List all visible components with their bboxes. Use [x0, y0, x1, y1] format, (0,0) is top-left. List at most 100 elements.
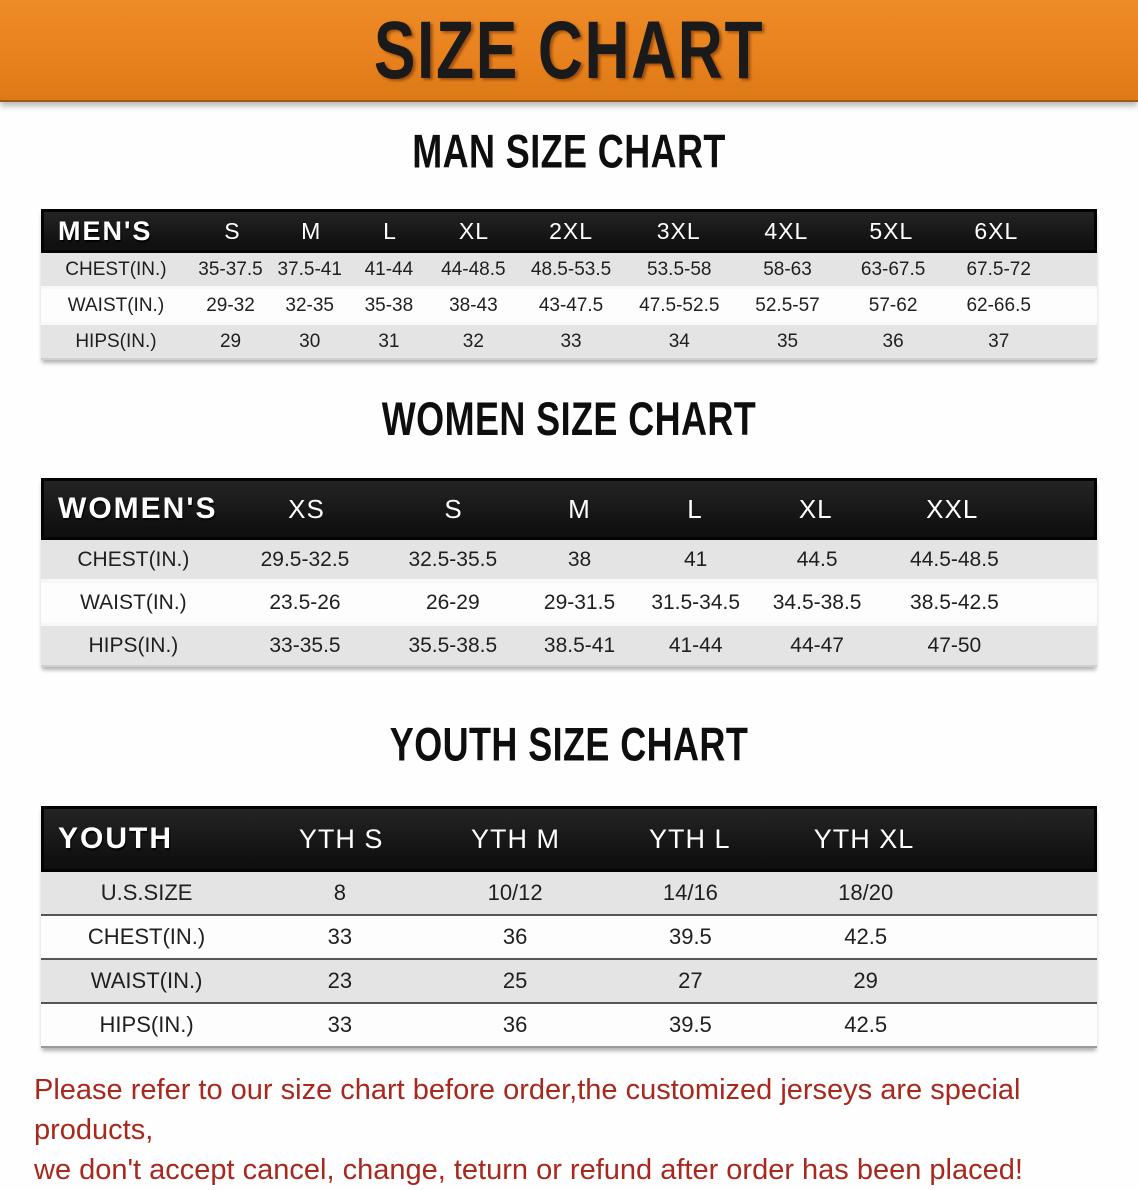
size-cell: 38-43 [449, 294, 498, 316]
column-header: XL [798, 493, 833, 524]
size-cell: 47-50 [927, 633, 982, 657]
size-cell: 35 [776, 330, 799, 352]
column-header: XL [458, 217, 490, 244]
women-table-header: WOMEN'S XS S M L XL XXL [41, 478, 1097, 540]
men-chest-row: CHEST(IN.) 35-37.5 37.5-41 41-44 44-48.5… [41, 253, 1097, 286]
column-header: XS [288, 493, 325, 524]
size-cell: 34.5-38.5 [772, 590, 862, 614]
size-cell: 29 [219, 330, 242, 352]
disclaimer-line-2: we don't accept cancel, change, teturn o… [34, 1154, 1023, 1186]
size-cell: 27 [678, 968, 703, 993]
column-header: L [383, 217, 397, 244]
column-header: 3XL [656, 217, 701, 244]
size-cell: 30 [299, 330, 321, 352]
size-cell: 35-37.5 [198, 258, 263, 280]
row-label: HIPS(IN.) [88, 633, 179, 657]
men-table-header: MEN'S S M L XL 2XL 3XL 4XL 5XL 6XL [41, 209, 1097, 253]
size-cell: 31 [378, 330, 400, 352]
youth-hips-row: HIPS(IN.) 33 36 39.5 42.5 [41, 1002, 1097, 1048]
women-heading-text: WOMEN SIZE CHART [381, 391, 757, 446]
youth-size-table: YOUTH YTH S YTH M YTH L YTH XL U.S.SIZE … [41, 806, 1097, 1048]
size-cell: 35-38 [364, 294, 414, 316]
row-label: U.S.SIZE [100, 880, 193, 905]
youth-heading-text: YOUTH SIZE CHART [389, 717, 749, 772]
women-size-table: WOMEN'S XS S M L XL XXL CHEST(IN.) 29.5-… [41, 478, 1097, 667]
youth-waist-row: WAIST(IN.) 23 25 27 29 [41, 958, 1097, 1002]
size-cell: 58-63 [763, 258, 812, 280]
size-cell: 41 [684, 547, 708, 571]
men-table-label: MEN'S [58, 215, 153, 246]
row-label: HIPS(IN.) [99, 1012, 194, 1037]
disclaimer-line-1: Please refer to our size chart before or… [34, 1074, 1021, 1146]
size-chart-title: SIZE CHART [373, 4, 765, 96]
column-header: YTH S [298, 823, 384, 854]
size-chart-banner: SIZE CHART [0, 0, 1138, 102]
size-cell: 52.5-57 [755, 294, 820, 316]
size-cell: 26-29 [425, 590, 480, 614]
size-cell: 44-47 [790, 633, 844, 657]
row-label: CHEST(IN.) [77, 547, 190, 571]
row-label: WAIST(IN.) [80, 590, 187, 614]
men-heading-text: MAN SIZE CHART [412, 124, 726, 179]
size-cell: 36 [882, 330, 904, 352]
size-cell: 41-44 [364, 258, 414, 280]
size-cell: 32.5-35.5 [408, 547, 498, 571]
size-cell: 42.5 [844, 1012, 888, 1037]
size-cell: 18/20 [838, 880, 894, 905]
size-cell: 53.5-58 [647, 258, 712, 280]
row-label: CHEST(IN.) [65, 258, 167, 280]
size-cell: 29-31.5 [543, 590, 616, 614]
size-cell: 37 [988, 330, 1010, 352]
women-waist-row: WAIST(IN.) 23.5-26 26-29 29-31.5 31.5-34… [41, 579, 1097, 622]
size-cell: 67.5-72 [966, 258, 1031, 280]
size-cell: 14/16 [662, 880, 718, 905]
size-cell: 39.5 [668, 924, 712, 949]
size-cell: 29-32 [206, 294, 255, 316]
size-cell: 23 [327, 968, 353, 993]
size-cell: 8 [333, 880, 346, 905]
size-cell: 10/12 [487, 880, 543, 905]
size-cell: 41-44 [668, 633, 723, 657]
men-waist-row: WAIST(IN.) 29-32 32-35 35-38 38-43 43-47… [41, 286, 1097, 322]
row-label: HIPS(IN.) [75, 330, 157, 352]
size-cell: 36 [502, 1012, 528, 1037]
size-cell: 47.5-52.5 [639, 294, 720, 316]
column-header: YTH M [470, 823, 560, 854]
size-cell: 36 [502, 924, 528, 949]
size-cell: 43-47.5 [538, 294, 604, 316]
size-cell: 44.5 [796, 547, 838, 571]
size-cell: 44.5-48.5 [910, 547, 999, 571]
size-cell: 38.5-42.5 [910, 590, 999, 614]
men-hips-row: HIPS(IN.) 29 30 31 32 33 34 35 36 37 [41, 322, 1097, 360]
size-cell: 31.5-34.5 [651, 590, 741, 614]
size-cell: 33 [327, 1012, 353, 1037]
size-cell: 57-62 [868, 294, 918, 316]
size-cell: 32 [462, 330, 484, 352]
column-header: S [224, 217, 241, 244]
column-header: 2XL [549, 217, 594, 244]
size-cell: 32-35 [285, 294, 335, 316]
size-cell: 29 [853, 968, 878, 993]
row-label: WAIST(IN.) [67, 294, 165, 316]
women-hips-row: HIPS(IN.) 33-35.5 35.5-38.5 38.5-41 41-4… [41, 622, 1097, 667]
youth-chest-row: CHEST(IN.) 33 36 39.5 42.5 [41, 914, 1097, 958]
size-cell: 37.5-41 [277, 258, 342, 280]
size-cell: 42.5 [844, 924, 888, 949]
women-table-label: WOMEN'S [58, 492, 218, 525]
size-cell: 44-48.5 [441, 258, 506, 280]
column-header: L [687, 493, 703, 524]
column-header: S [444, 493, 463, 524]
youth-section-heading: YOUTH SIZE CHART [0, 717, 1138, 779]
column-header: M [568, 493, 591, 524]
women-chest-row: CHEST(IN.) 29.5-32.5 32.5-35.5 38 41 44.… [41, 540, 1097, 579]
size-cell: 29.5-32.5 [260, 547, 350, 571]
size-cell: 34 [668, 330, 690, 352]
size-cell: 35.5-38.5 [408, 633, 498, 657]
column-header: XXL [926, 493, 979, 524]
size-cell: 62-66.5 [966, 294, 1031, 316]
column-header: 4XL [764, 217, 809, 244]
size-cell: 39.5 [668, 1012, 712, 1037]
size-cell: 48.5-53.5 [530, 258, 612, 280]
youth-table-header: YOUTH YTH S YTH M YTH L YTH XL [41, 806, 1097, 872]
men-section-heading: MAN SIZE CHART [0, 124, 1138, 186]
